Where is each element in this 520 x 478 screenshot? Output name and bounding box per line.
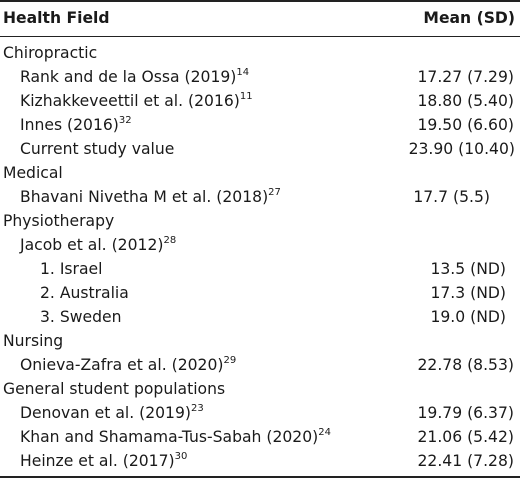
table-row: Khan and Shamama-Tus-Sabah (2020)24 21.0… bbox=[0, 425, 520, 449]
reference-number: 11 bbox=[239, 90, 253, 102]
row-value: 19.79 (6.37) bbox=[417, 404, 515, 422]
row-value: 21.06 (5.42) bbox=[417, 428, 515, 446]
row-label: Innes (2016)32 bbox=[20, 114, 132, 134]
row-label: Rank and de la Ossa (2019)14 bbox=[20, 66, 250, 86]
reference-number: 24 bbox=[318, 426, 331, 438]
bottom-rule bbox=[0, 476, 520, 478]
row-label: 1. Israel bbox=[40, 260, 103, 278]
row-label: Nursing bbox=[3, 332, 64, 350]
category-row: Nursing bbox=[0, 329, 520, 353]
row-label: Heinze et al. (2017)30 bbox=[20, 450, 188, 470]
table-row: Innes (2016)32 19.50 (6.60) bbox=[0, 113, 520, 137]
reference-number: 30 bbox=[174, 450, 188, 462]
row-value: 22.41 (7.28) bbox=[417, 452, 515, 470]
row-value: 19.50 (6.60) bbox=[417, 116, 515, 134]
row-label: Medical bbox=[3, 164, 63, 182]
table-row: Rank and de la Ossa (2019)14 17.27 (7.29… bbox=[0, 65, 520, 89]
table-row: Bhavani Nivetha M et al. (2018)27 17.7 (… bbox=[0, 185, 520, 209]
header-rule bbox=[0, 36, 520, 37]
row-label: Onieva-Zafra et al. (2020)29 bbox=[20, 354, 237, 374]
table-row: 2. Australia 17.3 (ND) bbox=[0, 281, 520, 305]
row-value: 17.7 (5.5) bbox=[413, 188, 490, 206]
row-label: Denovan et al. (2019)23 bbox=[20, 402, 204, 422]
row-label: 3. Sweden bbox=[40, 308, 122, 326]
table-row: Jacob et al. (2012)28 bbox=[0, 233, 520, 257]
row-label: Physiotherapy bbox=[3, 212, 115, 230]
table-row: 3. Sweden 19.0 (ND) bbox=[0, 305, 520, 329]
row-value: 19.0 (ND) bbox=[430, 308, 506, 326]
header-health-field: Health Field bbox=[3, 9, 110, 27]
header-row: Health Field Mean (SD) bbox=[0, 6, 520, 30]
header-mean-sd: Mean (SD) bbox=[423, 9, 515, 27]
table-row: Onieva-Zafra et al. (2020)29 22.78 (8.53… bbox=[0, 353, 520, 377]
reference-number: 23 bbox=[190, 402, 204, 414]
reference-number: 28 bbox=[163, 234, 177, 246]
table-row: Current study value 23.90 (10.40) bbox=[0, 137, 520, 161]
row-label: Khan and Shamama-Tus-Sabah (2020)24 bbox=[20, 426, 331, 446]
row-label: 2. Australia bbox=[40, 284, 129, 302]
row-value: 17.3 (ND) bbox=[430, 284, 506, 302]
reference-number: 14 bbox=[236, 66, 250, 78]
row-value: 22.78 (8.53) bbox=[417, 356, 515, 374]
row-value: 18.80 (5.40) bbox=[417, 92, 515, 110]
table-row: Heinze et al. (2017)30 22.41 (7.28) bbox=[0, 449, 520, 473]
row-label: General student populations bbox=[3, 380, 226, 398]
reference-number: 29 bbox=[223, 354, 237, 366]
row-label: Kizhakkeveettil et al. (2016)11 bbox=[20, 90, 253, 110]
row-label: Bhavani Nivetha M et al. (2018)27 bbox=[20, 186, 281, 206]
row-label: Current study value bbox=[20, 140, 175, 158]
row-label: Jacob et al. (2012)28 bbox=[20, 234, 177, 254]
top-rule bbox=[0, 0, 520, 2]
category-row: Medical bbox=[0, 161, 520, 185]
category-row: Chiropractic bbox=[0, 41, 520, 65]
row-label: Chiropractic bbox=[3, 44, 98, 62]
category-row: Physiotherapy bbox=[0, 209, 520, 233]
table-row: 1. Israel 13.5 (ND) bbox=[0, 257, 520, 281]
category-row: General student populations bbox=[0, 377, 520, 401]
reference-number: 27 bbox=[268, 186, 281, 198]
reference-number: 32 bbox=[118, 114, 132, 126]
row-value: 23.90 (10.40) bbox=[408, 140, 515, 158]
row-value: 13.5 (ND) bbox=[430, 260, 506, 278]
table-row: Denovan et al. (2019)23 19.79 (6.37) bbox=[0, 401, 520, 425]
row-value: 17.27 (7.29) bbox=[417, 68, 515, 86]
table-row: Kizhakkeveettil et al. (2016)11 18.80 (5… bbox=[0, 89, 520, 113]
